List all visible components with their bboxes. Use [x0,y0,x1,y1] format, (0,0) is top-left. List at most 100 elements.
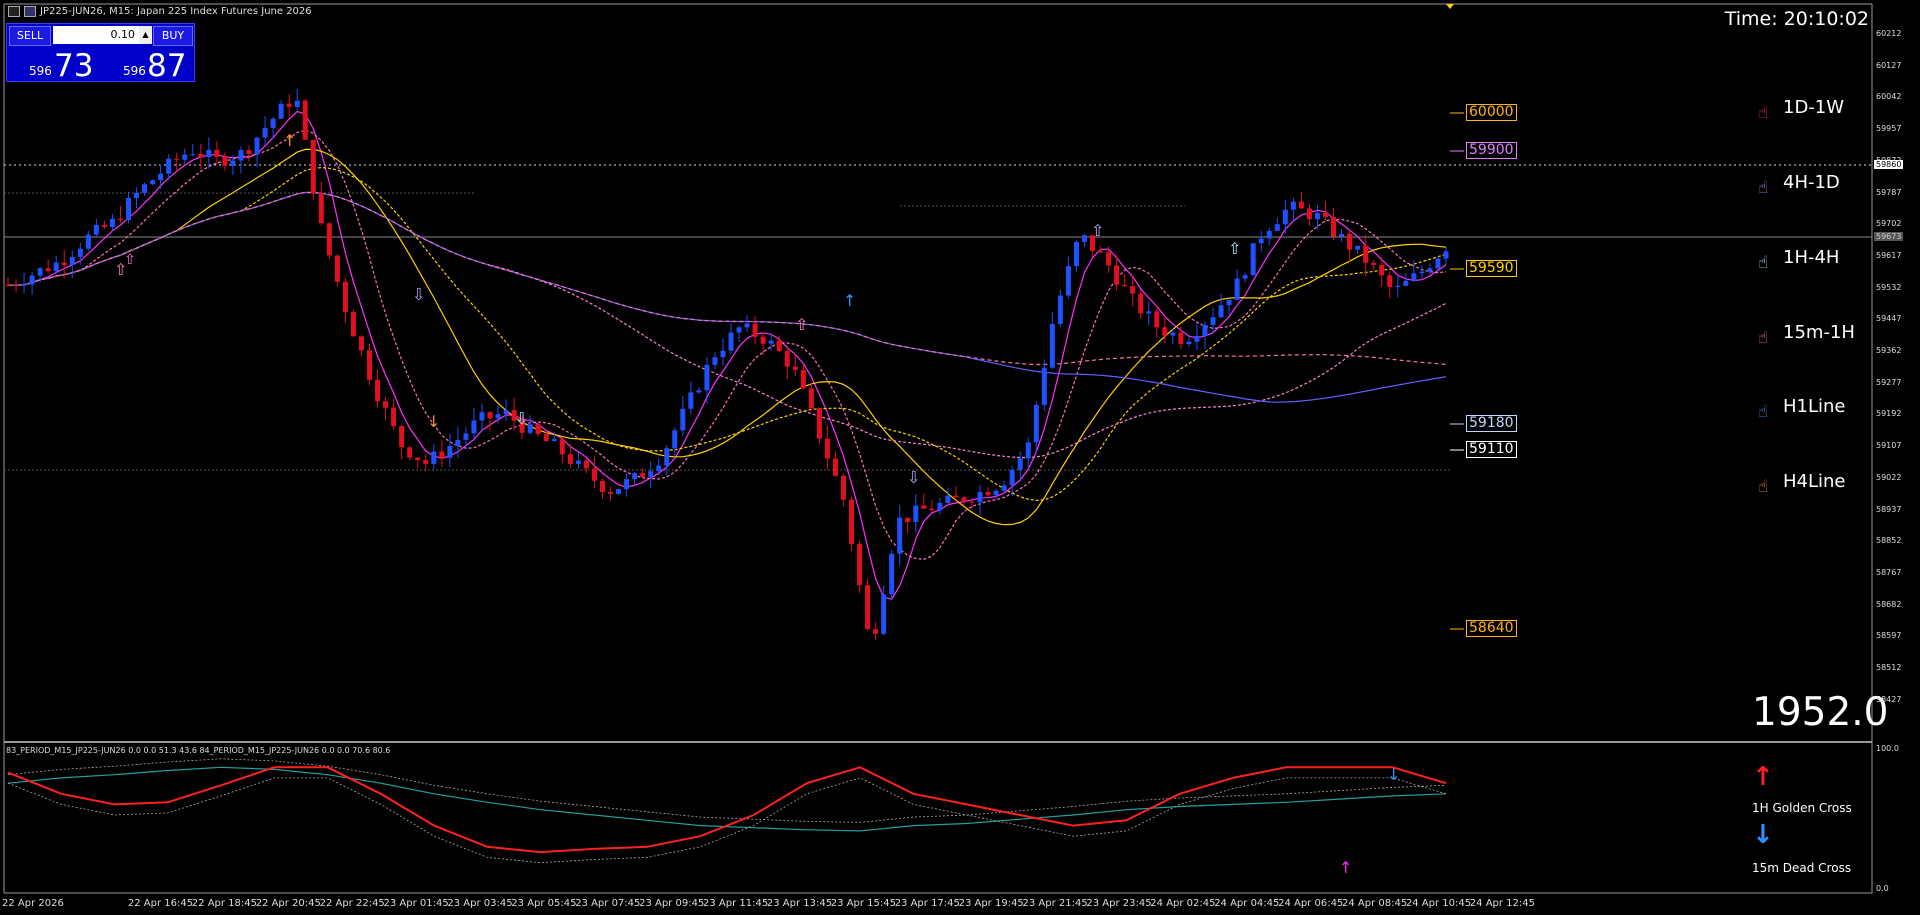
candle-body [664,448,670,466]
arrow-up-icon: ↑ [283,131,296,150]
level-label[interactable]: 58640 [1466,620,1517,637]
candle-body [1403,280,1409,286]
candle-body [399,426,405,448]
level-label[interactable]: 59900 [1466,142,1517,159]
sell-price-main[interactable]: 73 [54,48,94,84]
candle-body [1250,243,1256,276]
candle-body [383,401,389,408]
candle-body [479,412,485,421]
candle-body [206,149,212,158]
candle-body [214,149,220,157]
candle-body [712,357,718,365]
candle-body [1009,469,1015,486]
arrow-down-icon: ↓ [427,412,440,431]
candle-body [1186,341,1192,344]
chart-frame [3,3,1873,894]
lot-stepper-up-icon[interactable]: ▲ [139,26,152,44]
candle-body [1114,265,1120,285]
candle-body [21,284,27,286]
price-tick: 59702 [1876,219,1902,229]
candle-body [29,275,35,285]
arrow-up-icon: ⇧ [124,252,136,268]
price-tick: 59447 [1876,314,1902,324]
time-tick: 22 Apr 16:45 [127,898,194,909]
candle-body [117,218,123,221]
level-label[interactable]: 59110 [1466,441,1517,458]
candle-body [1322,213,1328,217]
candle-body [13,285,19,287]
candle-body [495,414,501,419]
oscillator-fast-dashed-line [7,777,1447,864]
candle-body [776,340,782,352]
candle-body [415,457,421,461]
candle-body [53,262,59,272]
candle-body [198,154,204,158]
candle-body [704,364,710,391]
candle-body [849,499,855,544]
candle-body [310,139,316,194]
candle-body [752,323,758,337]
candle-body [1331,216,1337,237]
candle-body [93,224,99,235]
candle-body [977,491,983,503]
candle-body [511,410,517,421]
candle-body [1178,332,1184,344]
candle-body [455,439,461,446]
indicator-title: 83_PERIOD_M15_JP225-JUN26 0.0 0.0 51.3 4… [6,746,391,755]
buy-price-main[interactable]: 87 [147,48,187,84]
candle-body [881,594,887,634]
level-label[interactable]: 60000 [1466,104,1517,121]
bid-line-tag: 59860 [1874,160,1904,169]
time-tick: 24 Apr 02:45 [1150,898,1216,909]
candle-body [889,553,895,595]
lot-size-input[interactable]: 0.10 [53,26,139,44]
dead-cross-arrow-down-icon: ↓ [1752,820,1774,850]
time-tick: 23 Apr 03:45 [447,898,513,909]
candle-body [1419,271,1425,274]
pointing-hand-icon: ☝ [1757,178,1769,198]
time-tick: 24 Apr 10:45 [1405,898,1472,909]
candle-body [150,180,156,185]
candle-body [1355,245,1361,250]
menu-icon[interactable] [8,6,20,17]
ma-very-long-line [7,191,1447,366]
candle-body [77,248,83,257]
buy-price-prefix[interactable]: 596 [123,64,146,78]
level-leader-lines [1450,112,1464,630]
pointing-hand-icon: ☝ [1757,328,1769,348]
arrow-down-icon: ⇩ [907,468,920,487]
arrow-up-icon: ↑ [843,291,856,310]
candle-body [318,193,324,224]
indicator-scale-top: 100.0 [1876,744,1899,753]
candle-body [728,332,734,351]
horizontal-reference-lines [4,164,1872,471]
candle-body [736,327,742,333]
pointing-hand-icon: ☝ [1757,402,1769,422]
candle-body [921,505,927,509]
candle-body [1122,284,1128,287]
level-label[interactable]: 59180 [1466,415,1517,432]
sell-button[interactable]: SELL [9,26,51,46]
candle-body [174,158,180,160]
price-tick: 58597 [1876,631,1902,641]
candle-body [591,468,597,481]
candle-body [45,268,51,272]
candle-body [447,445,453,458]
candle-body [182,154,188,160]
buy-button[interactable]: BUY [153,26,193,46]
candle-body [1146,311,1152,314]
dead-cross-label: 15m Dead Cross [1752,861,1852,875]
candle-body [254,137,260,154]
chart-icon[interactable] [24,6,36,17]
candle-body [768,340,774,344]
candle-body [1154,311,1160,328]
arrow-up-icon: ⇧ [1228,239,1241,258]
candle-body [1363,245,1369,263]
candle-body [945,495,951,503]
candle-body [1170,332,1176,336]
time-tick: 24 Apr 08:45 [1342,898,1408,909]
sell-price-prefix[interactable]: 596 [29,64,52,78]
candle-body [1090,235,1096,251]
level-label[interactable]: 59590 [1466,260,1517,277]
